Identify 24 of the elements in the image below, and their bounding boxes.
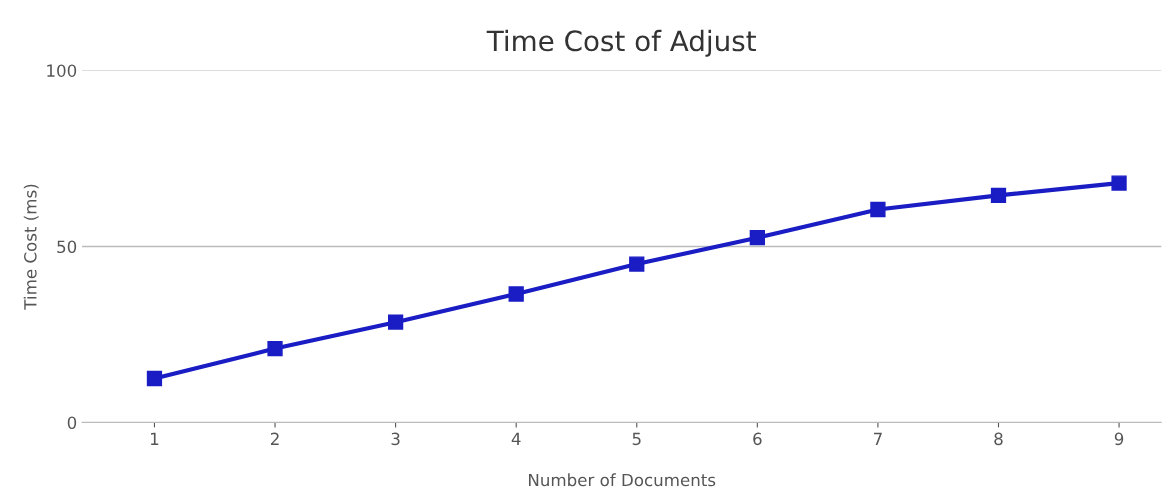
point <box>870 201 886 218</box>
y-tick-label: 50 <box>57 240 77 254</box>
x-axis-title: Number of Documents <box>529 473 716 487</box>
point <box>990 187 1007 204</box>
point <box>146 370 163 387</box>
x-tick-label: 7 <box>873 432 882 445</box>
point <box>1111 175 1127 191</box>
x-tick-label: 9 <box>1114 432 1124 446</box>
chart-title: Time Cost of Adjust <box>486 29 756 57</box>
x-tick-label: 1 <box>150 432 159 445</box>
point <box>749 230 765 246</box>
point <box>387 314 404 330</box>
y-axis-title: Time Cost (ms) <box>23 184 39 310</box>
point <box>508 286 524 302</box>
y-tick-label: 100 <box>47 64 77 77</box>
point <box>267 340 283 357</box>
point <box>629 256 645 272</box>
x-tick-label: 6 <box>753 432 762 446</box>
y-tick-label: 0 <box>67 416 77 430</box>
x-tick-label: 5 <box>632 432 641 446</box>
x-tick-label: 2 <box>270 432 279 445</box>
x-tick-label: 3 <box>391 432 400 446</box>
x-tick-label: 8 <box>994 432 1003 446</box>
x-tick-label: 4 <box>511 432 521 445</box>
